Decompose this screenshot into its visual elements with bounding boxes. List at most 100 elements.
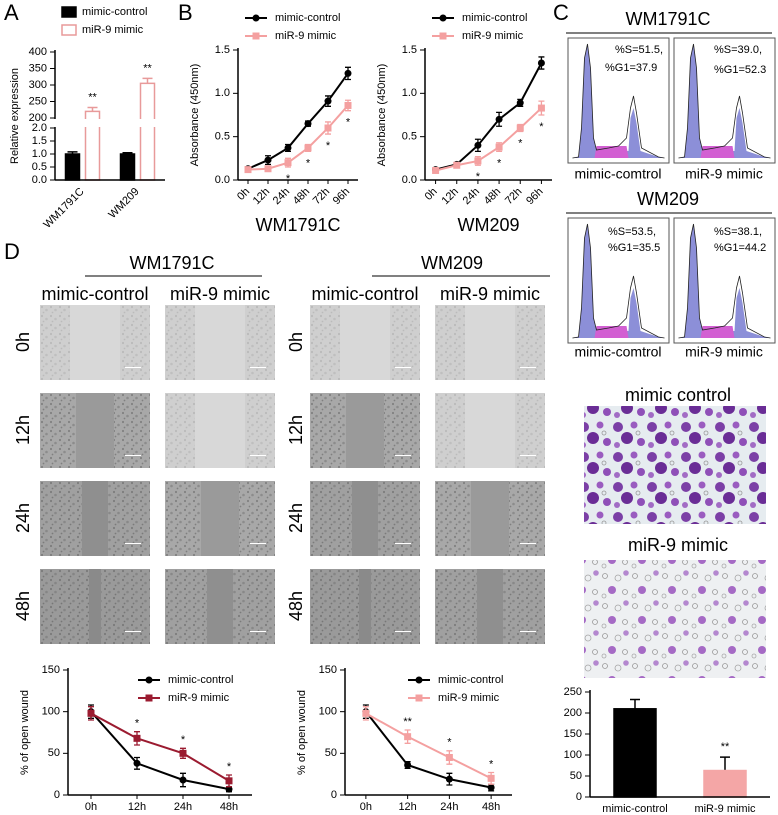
legend-marker	[61, 24, 77, 36]
data-point	[516, 99, 524, 107]
line-series	[90, 712, 230, 782]
flow-caption: mimic-comtrol	[574, 166, 661, 182]
y-tick-label: 300	[29, 79, 47, 91]
row-label: 48h	[13, 591, 33, 621]
significance-label: **	[721, 741, 730, 753]
x-tick-label: 72h	[503, 186, 524, 207]
data-point	[537, 59, 545, 67]
x-tick-label: miR-9 mimic	[694, 803, 756, 815]
y-tick-label: 400	[29, 46, 47, 58]
legend-marker	[252, 14, 260, 22]
wound-image	[435, 393, 545, 468]
panel-letter: A	[4, 0, 19, 25]
x-tick-label: 48h	[291, 186, 312, 207]
panel-letter: D	[4, 239, 20, 264]
flow-stat: %G1=35.5	[608, 242, 660, 254]
significance-label: *	[518, 137, 523, 149]
invasion-title: mimic control	[625, 385, 731, 405]
x-tick-label: WM1791C	[41, 186, 86, 231]
data-point	[445, 775, 453, 783]
migration-title: WM1791C	[129, 253, 214, 273]
legend-label: mimic-control	[438, 674, 503, 686]
y-tick-label: 1.5	[215, 44, 230, 56]
bar	[139, 82, 156, 181]
wound-image	[40, 569, 150, 644]
significance-label: *	[181, 734, 186, 746]
chart-title: WM1791C	[255, 215, 340, 235]
data-point	[432, 166, 440, 174]
x-tick-label: 0h	[423, 186, 440, 203]
data-point	[244, 166, 252, 174]
error-bar	[630, 698, 640, 709]
data-point	[474, 141, 482, 149]
column-label: mimic-control	[311, 284, 418, 304]
y-axis-label: Absorbance (450nm)	[376, 64, 388, 167]
y-tick-label: 200	[564, 707, 582, 719]
significance-label: *	[306, 157, 311, 169]
data-point	[133, 734, 141, 742]
legend-marker	[439, 32, 447, 40]
significance-label: *	[476, 171, 481, 183]
data-point	[304, 144, 312, 152]
migration-title: WM209	[421, 253, 483, 273]
invasion-image	[584, 560, 766, 678]
wound-image	[310, 305, 420, 380]
invasion-image	[584, 406, 766, 524]
x-tick-label: 24h	[174, 801, 192, 813]
data-point	[404, 761, 412, 769]
x-tick-label: 12h	[128, 801, 146, 813]
x-tick-label: 48h	[482, 801, 500, 813]
flow-stat: %G1=52.3	[714, 64, 766, 76]
significance-label: *	[489, 758, 494, 770]
bar	[64, 153, 81, 181]
y-tick-label: 1.0	[402, 87, 417, 99]
data-point	[495, 143, 503, 151]
flow-caption: miR-9 mimic	[685, 344, 763, 360]
legend-marker	[145, 694, 153, 702]
y-tick-label: 1.5	[32, 135, 47, 147]
data-point	[284, 159, 292, 167]
y-tick-label: 0	[576, 791, 582, 803]
significance-label: *	[346, 117, 351, 129]
flow-stat: %S=39.0,	[714, 44, 762, 56]
x-tick-label: 24h	[461, 186, 482, 207]
line-series	[90, 711, 230, 791]
x-tick-label: mimic-control	[602, 803, 667, 815]
significance-label: *	[447, 737, 452, 749]
flow-title: WM209	[637, 189, 699, 209]
wound-image	[435, 305, 545, 380]
significance-label: *	[539, 121, 544, 133]
wound-image	[165, 569, 275, 644]
y-tick-label: 100	[319, 706, 337, 718]
legend-label: miR-9 mimic	[275, 30, 337, 42]
data-point	[362, 709, 370, 717]
x-tick-label: WM209	[106, 186, 141, 221]
column-label: miR-9 mimic	[440, 284, 540, 304]
y-tick-label: 1.5	[402, 44, 417, 56]
data-point	[225, 785, 233, 793]
wound-image	[40, 481, 150, 556]
flow-stat: %S=38.1,	[714, 226, 762, 238]
x-tick-label: 96h	[524, 186, 545, 207]
significance-label: **	[143, 62, 152, 74]
legend-label: mimic-control	[462, 12, 527, 24]
row-label: 0h	[13, 332, 33, 352]
wound-image	[310, 393, 420, 468]
data-point	[264, 156, 272, 164]
legend-marker	[439, 14, 447, 22]
data-point	[474, 157, 482, 165]
legend-marker	[145, 676, 153, 684]
flow-caption: miR-9 mimic	[685, 166, 763, 182]
y-tick-label: 250	[29, 95, 47, 107]
x-tick-label: 0h	[85, 801, 97, 813]
column-label: miR-9 mimic	[170, 284, 270, 304]
y-tick-label: 100	[564, 749, 582, 761]
x-tick-label: 0h	[235, 186, 252, 203]
legend-label: miR-9 mimic	[82, 24, 144, 36]
line-series	[247, 104, 349, 171]
x-tick-label: 0h	[360, 801, 372, 813]
axis-break	[48, 119, 166, 127]
legend-label: miR-9 mimic	[438, 692, 500, 704]
data-point	[516, 124, 524, 132]
